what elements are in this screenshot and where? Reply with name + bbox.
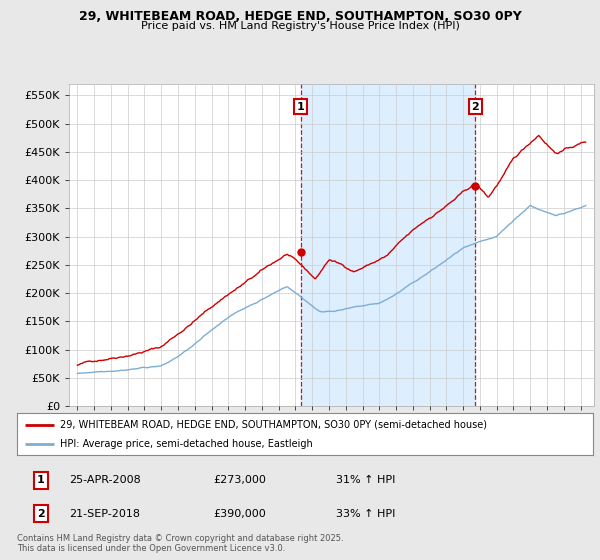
- Text: Price paid vs. HM Land Registry's House Price Index (HPI): Price paid vs. HM Land Registry's House …: [140, 21, 460, 31]
- Text: 33% ↑ HPI: 33% ↑ HPI: [336, 508, 395, 519]
- Text: 29, WHITEBEAM ROAD, HEDGE END, SOUTHAMPTON, SO30 0PY: 29, WHITEBEAM ROAD, HEDGE END, SOUTHAMPT…: [79, 10, 521, 22]
- Text: £390,000: £390,000: [213, 508, 266, 519]
- Text: £273,000: £273,000: [213, 475, 266, 486]
- Text: 25-APR-2008: 25-APR-2008: [69, 475, 141, 486]
- Text: Contains HM Land Registry data © Crown copyright and database right 2025.
This d: Contains HM Land Registry data © Crown c…: [17, 534, 343, 553]
- Text: 2: 2: [472, 101, 479, 111]
- Text: 2: 2: [37, 508, 44, 519]
- Bar: [301, 84, 475, 406]
- Text: HPI: Average price, semi-detached house, Eastleigh: HPI: Average price, semi-detached house,…: [60, 439, 313, 449]
- Text: 21-SEP-2018: 21-SEP-2018: [69, 508, 140, 519]
- Text: 31% ↑ HPI: 31% ↑ HPI: [336, 475, 395, 486]
- Text: 1: 1: [37, 475, 44, 486]
- Text: 1: 1: [297, 101, 305, 111]
- Text: 29, WHITEBEAM ROAD, HEDGE END, SOUTHAMPTON, SO30 0PY (semi-detached house): 29, WHITEBEAM ROAD, HEDGE END, SOUTHAMPT…: [60, 419, 487, 430]
